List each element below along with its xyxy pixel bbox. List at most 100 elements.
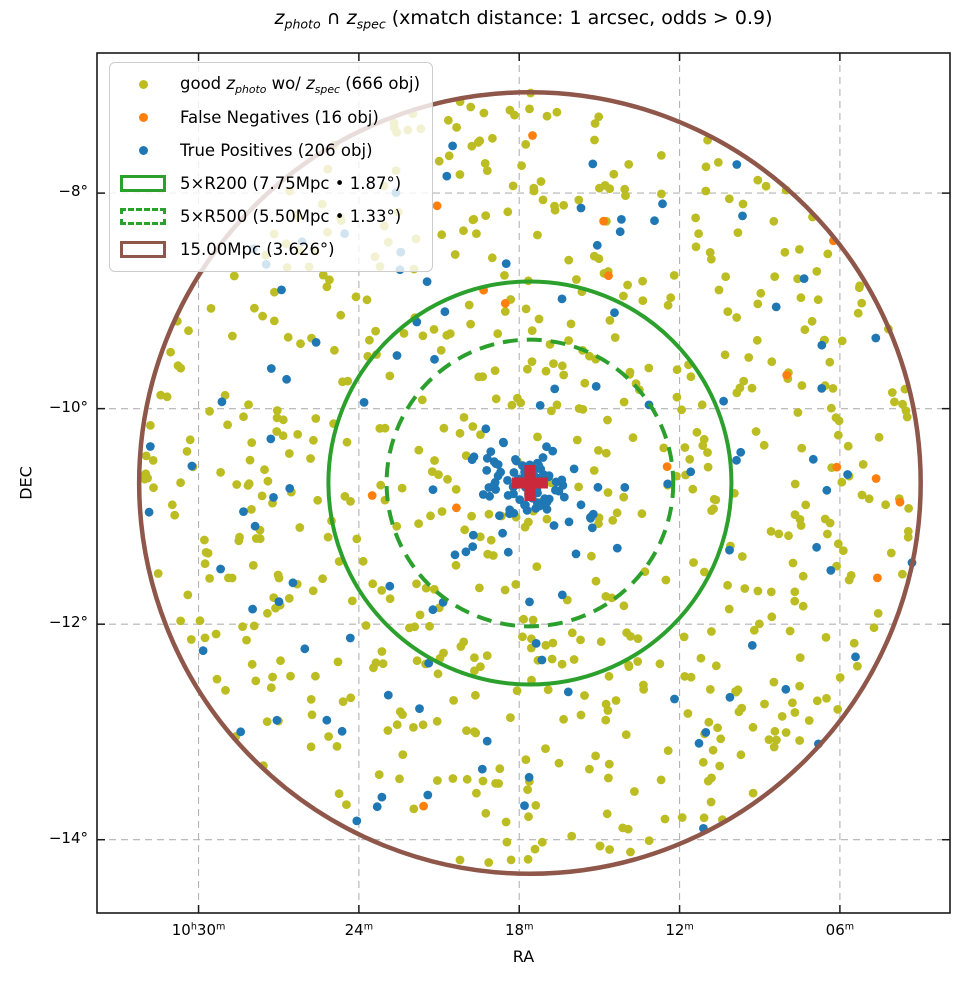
- scatter-point: [790, 479, 800, 489]
- scatter-point: [380, 423, 390, 433]
- text-segment: 5×R500 (5.50Mpc • 1.33°): [180, 207, 402, 226]
- scatter-point: [229, 271, 239, 281]
- scatter-point: [714, 285, 724, 295]
- scatter-point: [605, 184, 615, 194]
- scatter-point: [500, 299, 510, 308]
- scatter-point: [533, 230, 542, 240]
- legend-item-false-negatives: False Negatives (16 obj): [116, 101, 420, 134]
- chart-title: zphoto ∩ zspec (xmatch distance: 1 arcse…: [97, 7, 950, 31]
- scatter-point: [534, 314, 544, 324]
- scatter-point: [694, 738, 704, 748]
- x-tick-label: 10h30m: [139, 921, 259, 939]
- scatter-point: [604, 671, 614, 681]
- scatter-point: [601, 715, 611, 725]
- scatter-point: [857, 298, 867, 308]
- scatter-point: [523, 364, 532, 374]
- scatter-point: [833, 430, 843, 440]
- scatter-point: [591, 751, 600, 761]
- scatter-point: [475, 136, 485, 146]
- scatter-point: [559, 714, 568, 724]
- scatter-point: [542, 504, 552, 514]
- scatter-point: [808, 454, 818, 464]
- scatter-point: [677, 405, 686, 415]
- scatter-point: [704, 717, 714, 727]
- scatter-point: [422, 277, 432, 286]
- scatter-point: [738, 211, 747, 221]
- legend-circle-swatch-icon: [120, 241, 166, 258]
- scatter-point: [569, 655, 579, 664]
- scatter-point: [537, 837, 547, 847]
- scatter-point: [488, 133, 497, 143]
- scatter-point: [146, 421, 155, 430]
- scatter-point: [153, 569, 163, 578]
- scatter-point: [604, 271, 613, 281]
- scatter-point: [660, 814, 670, 824]
- scatter-point: [799, 274, 809, 283]
- scatter-point: [843, 470, 852, 479]
- scatter-point: [764, 735, 774, 744]
- scatter-point: [271, 603, 280, 613]
- x-tick-label: 06m: [780, 921, 900, 939]
- scatter-point: [781, 728, 791, 737]
- scatter-point: [376, 480, 386, 490]
- scatter-point: [272, 406, 282, 415]
- scatter-point: [143, 473, 153, 483]
- scatter-point: [531, 801, 541, 810]
- scatter-point: [603, 488, 613, 497]
- scatter-point: [567, 831, 577, 841]
- scatter-point: [392, 351, 402, 360]
- scatter-point: [198, 646, 208, 656]
- scatter-point: [472, 788, 481, 798]
- scatter-point: [592, 240, 602, 250]
- scatter-point: [471, 690, 480, 700]
- scatter-point: [771, 302, 781, 312]
- scatter-point: [611, 696, 621, 705]
- scatter-point: [270, 287, 279, 297]
- scatter-point: [626, 847, 635, 857]
- scatter-point: [437, 507, 447, 516]
- scatter-point: [395, 774, 404, 784]
- scatter-point: [466, 319, 475, 329]
- scatter-point: [612, 543, 622, 553]
- scatter-point: [731, 687, 740, 696]
- scatter-point: [686, 672, 696, 682]
- scatter-point: [481, 808, 491, 818]
- scatter-point: [285, 484, 295, 493]
- scatter-point: [176, 616, 186, 626]
- scatter-point: [559, 200, 569, 210]
- scatter-point: [767, 612, 777, 622]
- scatter-point: [541, 366, 551, 376]
- scatter-point: [367, 491, 377, 500]
- text-segment: 10: [171, 921, 191, 939]
- scatter-point: [523, 785, 532, 794]
- scatter-point: [167, 500, 177, 510]
- scatter-point: [881, 500, 890, 510]
- scatter-point: [427, 467, 437, 476]
- scatter-point: [482, 466, 492, 475]
- scatter-point: [711, 661, 721, 671]
- scatter-point: [639, 680, 648, 690]
- scatter-point: [638, 276, 647, 286]
- scatter-point: [685, 454, 695, 464]
- scatter-point: [232, 480, 242, 489]
- scatter-point: [525, 104, 534, 114]
- scatter-point: [166, 347, 176, 357]
- scatter-point: [766, 587, 776, 597]
- scatter-point: [351, 292, 361, 302]
- x-tick-label: 12m: [620, 921, 740, 939]
- scatter-point: [518, 632, 527, 642]
- scatter-point: [249, 621, 259, 631]
- scatter-point: [713, 158, 723, 167]
- scatter-point: [461, 547, 471, 557]
- y-tick-label: −8°: [58, 182, 88, 201]
- scatter-point: [564, 255, 574, 265]
- scatter-point: [591, 576, 601, 586]
- scatter-point: [700, 567, 709, 577]
- scatter-point: [603, 415, 612, 425]
- scatter-point: [659, 443, 669, 453]
- scatter-point: [657, 189, 666, 199]
- scatter-point: [415, 704, 424, 713]
- scatter-point: [205, 574, 215, 583]
- scatter-point: [392, 521, 402, 531]
